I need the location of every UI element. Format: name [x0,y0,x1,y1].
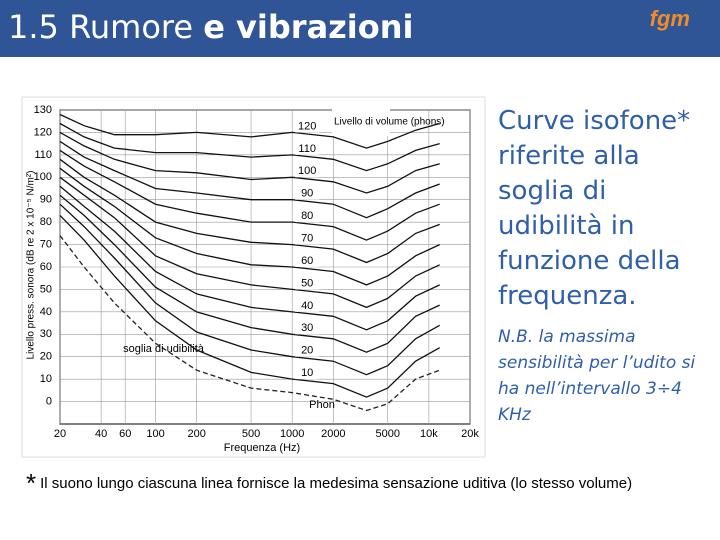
curve-label-bg [295,119,320,133]
annotation: Phon [309,399,335,411]
x-tick-label: 1000 [280,428,304,440]
y-tick-label: 120 [34,126,52,138]
logo: fgm [649,6,690,31]
curve-label: 60 [301,255,313,267]
curve-label-bg [295,141,320,155]
curve-label: 100 [298,165,316,177]
curve-label: 30 [301,322,313,334]
x-tick-label: 200 [187,428,205,440]
curve-label-bg [295,164,320,178]
curve [59,149,440,241]
curve-label-bg [295,321,320,335]
y-tick-label: 80 [40,216,52,228]
curve-label-bg [295,298,320,312]
title-bold: e vibrazioni [203,8,414,46]
curve [59,140,440,219]
y-tick-label: 110 [34,149,52,161]
curve [59,214,441,398]
y-tick-label: 70 [40,238,52,250]
x-tick-label: 20k [461,428,479,440]
curve-label-bg [295,186,320,200]
x-tick-label: 40 [95,428,107,440]
y-tick-label: 20 [40,351,52,363]
curve-label: 40 [301,300,313,312]
x-axis-label: Frequenza (Hz) [224,442,300,454]
curve [59,194,440,353]
x-tick-label: 500 [242,428,260,440]
curve-label-bg [295,276,320,290]
y-tick-label: 130 [34,104,52,116]
curve [59,167,440,286]
curve-label: 80 [301,210,313,222]
curve-label: 10 [301,367,313,379]
footnote: * Il suono lungo ciascuna linea fornisce … [26,470,706,496]
x-tick-label: 100 [146,428,164,440]
side-note: N.B. la massima sensibilità per l’udito … [498,327,696,425]
annotation: Livello di volume (phons) [334,117,445,128]
footnote-star: * [26,468,37,498]
curve [59,158,440,264]
side-text: Curve isofone* riferite alla soglia di u… [498,106,691,311]
y-tick-label: 10 [40,373,52,385]
curve-label: 110 [298,143,316,155]
x-tick-label: 2000 [321,428,345,440]
curve-label: 70 [301,232,313,244]
curve-label: 20 [301,345,313,357]
curve [59,122,440,172]
x-tick-label: 5000 [375,428,399,440]
curve-label: 50 [301,277,313,289]
curve-label-bg [295,231,320,245]
x-tick-label: 10k [420,428,438,440]
y-tick-label: 0 [46,395,52,407]
y-tick-label: 60 [40,261,52,273]
y-tick-label: 50 [40,283,52,295]
curve [59,176,440,309]
footnote-text: Il suono lungo ciascuna linea fornisce l… [40,475,633,492]
y-tick-label: 40 [40,306,52,318]
x-tick-label: 20 [54,428,66,440]
curve-label-bg [295,209,320,223]
curve-label: soglia di udibilità [123,343,205,355]
curve-label-bg [295,366,320,380]
title: 1.5 Rumore e vibrazioni [8,8,413,46]
curve [59,185,440,331]
header-bar: 1.5 Rumore e vibrazioni fgm [0,0,720,57]
curve-label-bg [295,254,320,267]
curve [59,113,440,149]
x-tick-label: 60 [119,428,131,440]
annotation-bg [332,108,390,136]
curve-label-bg [295,343,320,357]
y-tick-label: 100 [34,171,52,183]
curve-label: 90 [301,188,313,200]
y-axis-label: Livello press. sonora (dB re 2 x 10⁻⁵ N/… [26,171,37,360]
y-tick-label: 30 [40,328,52,340]
title-plain: 1.5 Rumore [8,8,194,46]
curve [59,203,441,376]
curve-label: 120 [298,120,316,132]
y-tick-label: 90 [40,194,52,206]
curve [59,131,440,194]
